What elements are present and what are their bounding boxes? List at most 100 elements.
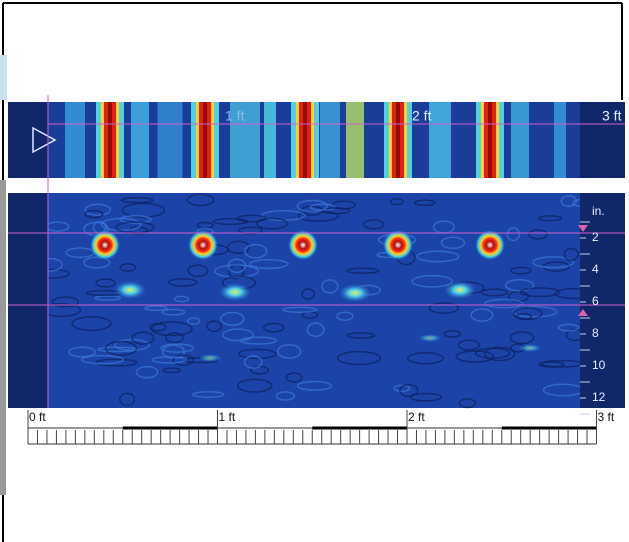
- texture: [296, 380, 332, 391]
- texture: [512, 307, 543, 321]
- texture: [95, 278, 116, 288]
- stripe: [108, 102, 112, 178]
- texture: [237, 226, 263, 235]
- side-strip: [0, 180, 6, 495]
- stripe: [157, 102, 183, 178]
- texture: [537, 215, 563, 222]
- texture: [483, 346, 516, 362]
- texture: [512, 305, 558, 318]
- texture: [222, 328, 254, 342]
- texture: [173, 295, 190, 303]
- texture: [238, 348, 277, 360]
- texture: [363, 219, 385, 230]
- texture: [301, 288, 316, 300]
- stripe: [511, 102, 529, 178]
- gate-marker[interactable]: [578, 225, 588, 232]
- texture: [131, 331, 155, 345]
- stripe: [303, 102, 307, 178]
- texture: [227, 240, 250, 254]
- depth-label: 4: [592, 262, 599, 276]
- texture: [172, 354, 195, 366]
- texture: [443, 329, 462, 338]
- stripe: [230, 102, 260, 178]
- distance-label: 3 ft: [602, 108, 622, 124]
- texture: [480, 288, 509, 297]
- target: [518, 344, 542, 352]
- stripe: [264, 102, 276, 178]
- stripe: [320, 102, 340, 178]
- texture: [557, 323, 580, 332]
- texture: [151, 356, 188, 364]
- side-strip: [0, 55, 7, 100]
- texture: [162, 367, 182, 374]
- ruler-label: 1 ft: [219, 410, 236, 424]
- stripe: [203, 102, 207, 178]
- target: [444, 281, 476, 299]
- texture: [399, 383, 419, 398]
- texture: [161, 308, 186, 316]
- texture: [428, 302, 460, 314]
- texture: [212, 217, 248, 226]
- texture: [455, 350, 495, 363]
- depth-label: 8: [592, 326, 599, 340]
- gate-marker[interactable]: [578, 309, 588, 316]
- texture: [71, 316, 112, 332]
- target: [288, 230, 318, 260]
- stripe: [346, 102, 364, 178]
- texture: [409, 392, 443, 402]
- ruler-label: 0 ft: [29, 410, 46, 424]
- play-icon[interactable]: [32, 126, 57, 154]
- texture: [504, 278, 535, 292]
- texture: [346, 267, 380, 274]
- texture: [262, 322, 285, 333]
- target: [475, 230, 505, 260]
- texture: [104, 340, 138, 356]
- texture: [560, 195, 578, 207]
- texture: [510, 266, 532, 275]
- texture: [416, 250, 460, 263]
- target: [114, 281, 146, 299]
- texture: [346, 332, 376, 339]
- stripes: [65, 102, 566, 178]
- depth-label: 6: [592, 294, 599, 308]
- bottom-ruler: 0 ft 1 ft 2 ft 3 ft: [27, 410, 615, 445]
- target: [383, 230, 413, 260]
- target: [418, 334, 442, 342]
- texture: [80, 354, 125, 365]
- depth-label: 12: [592, 390, 606, 404]
- depth-label: 2: [592, 230, 599, 244]
- ruler-label: 2 ft: [408, 410, 425, 424]
- texture: [277, 344, 302, 359]
- target: [90, 230, 120, 260]
- depth-scale: 2 4 6 8 10 12: [580, 221, 606, 415]
- stripe: [131, 102, 149, 178]
- texture: [285, 372, 303, 383]
- texture: [167, 278, 198, 287]
- texture: [296, 199, 328, 213]
- texture: [160, 343, 195, 353]
- texture: [414, 199, 436, 207]
- texture: [192, 391, 225, 398]
- texture: [119, 263, 137, 272]
- texture: [186, 193, 215, 207]
- distance-label: 1 ft: [225, 108, 245, 124]
- texture: [248, 258, 289, 270]
- texture: [84, 203, 112, 216]
- texture: [275, 391, 296, 401]
- texture: [470, 308, 494, 322]
- target: [339, 284, 371, 302]
- top-right-panel: [580, 102, 625, 178]
- texture: [243, 355, 263, 369]
- stripe: [396, 102, 400, 178]
- texture: [411, 274, 453, 288]
- texture: [187, 264, 209, 278]
- texture: [282, 306, 318, 314]
- texture: [119, 215, 152, 224]
- depth-unit: in.: [592, 204, 605, 218]
- target: [188, 230, 218, 260]
- texture: [135, 365, 159, 379]
- texture: [236, 378, 273, 393]
- ruler-label: 3 ft: [598, 410, 615, 424]
